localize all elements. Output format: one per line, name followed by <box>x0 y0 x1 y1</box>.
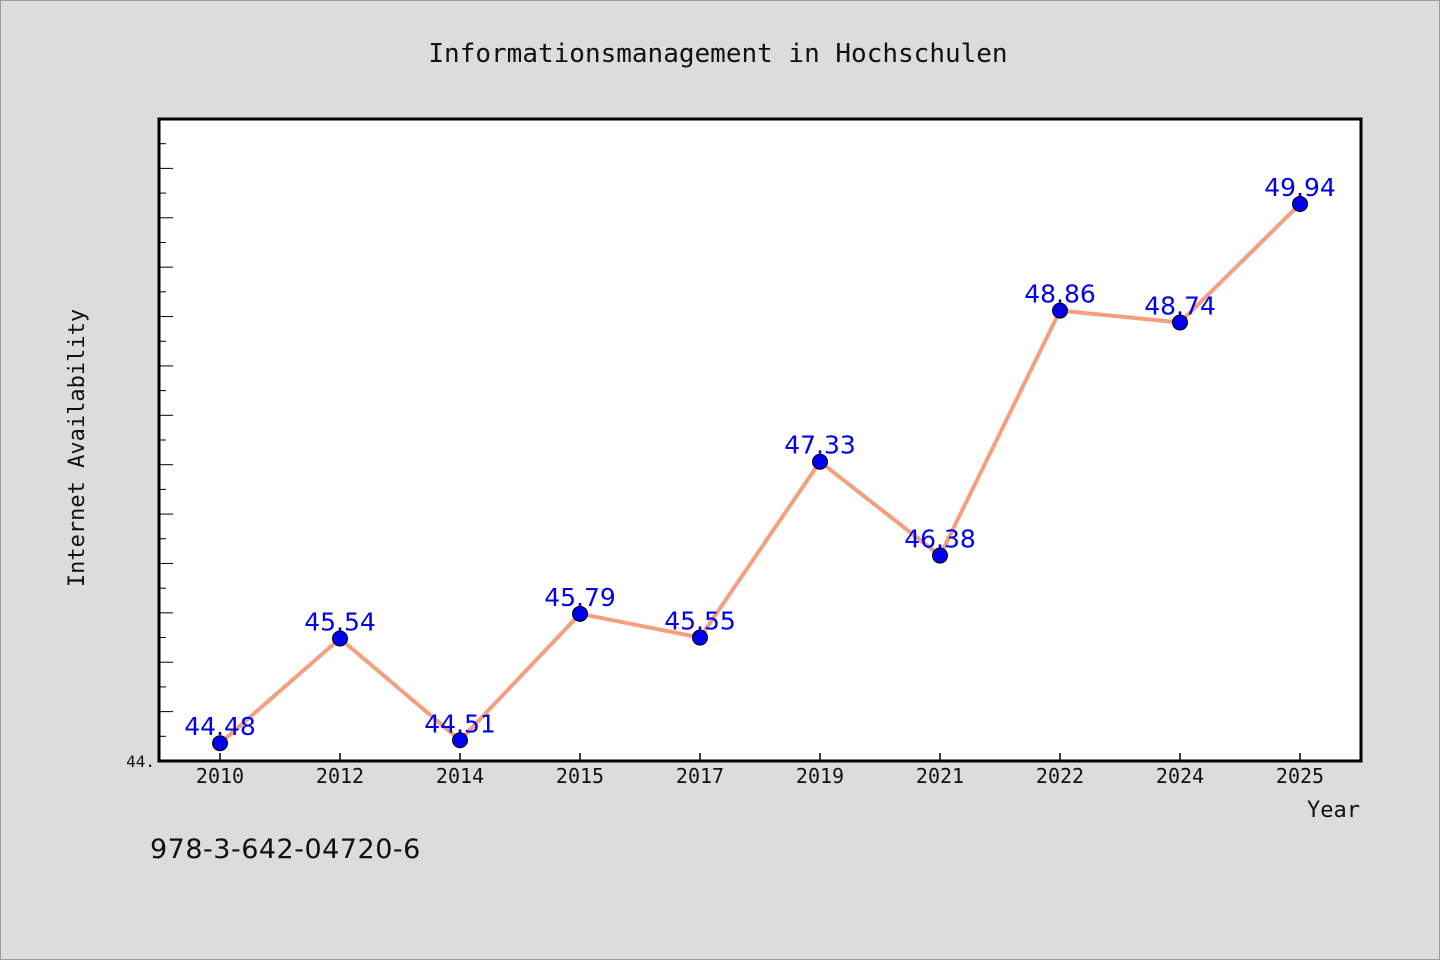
data-point <box>692 629 708 646</box>
chart-title: Informationsmanagement in Hochschulen <box>428 39 1007 69</box>
data-label: 48.86 <box>1024 280 1096 309</box>
data-label: 45.55 <box>664 607 736 636</box>
x-tick-label: 2025 <box>1276 764 1324 788</box>
data-label: 47.33 <box>784 431 856 460</box>
x-tick-label: 2022 <box>1036 764 1084 788</box>
data-point <box>332 630 348 647</box>
data-label: 48.74 <box>1144 291 1216 320</box>
x-tick-label: 2024 <box>1156 764 1204 788</box>
x-axis-tick-labels: 2010 2012 2014 2015 2017 2019 2021 2022 2024 2025 <box>196 764 1324 788</box>
series-line <box>218 201 1302 746</box>
y-axis-label: Internet Availability <box>65 309 90 587</box>
data-label: 44.48 <box>184 712 256 741</box>
x-tick-label: 2021 <box>916 764 964 788</box>
isbn-text: 978-3-642-04720-6 <box>150 834 421 865</box>
x-tick-label: 2012 <box>316 764 364 788</box>
data-point <box>1292 195 1308 212</box>
data-point <box>1052 302 1068 319</box>
y-tick-label: 44. <box>126 752 155 771</box>
data-label: 44.51 <box>424 709 496 738</box>
x-tick-label: 2017 <box>676 764 724 788</box>
data-label: 49.94 <box>1264 173 1336 202</box>
data-point <box>932 547 948 564</box>
x-axis-ticks <box>219 753 1301 761</box>
plot-area <box>157 117 1363 763</box>
data-label: 45.54 <box>304 608 376 637</box>
x-axis-label: Year <box>1307 798 1360 823</box>
data-point <box>572 605 588 622</box>
data-point <box>212 735 228 752</box>
data-point <box>1172 314 1188 331</box>
x-tick-label: 2014 <box>436 764 484 788</box>
x-tick-label: 2010 <box>196 764 244 788</box>
x-tick-label: 2015 <box>556 764 604 788</box>
data-point <box>452 732 468 749</box>
data-label: 45.79 <box>544 583 616 612</box>
data-label: 46.38 <box>904 525 976 554</box>
x-tick-label: 2019 <box>796 764 844 788</box>
y-axis-ticks <box>159 118 173 762</box>
data-point <box>812 453 828 470</box>
series-group: 44.48 45.54 44.51 45.79 45.55 47.33 46.38 48.86… <box>184 173 1336 752</box>
